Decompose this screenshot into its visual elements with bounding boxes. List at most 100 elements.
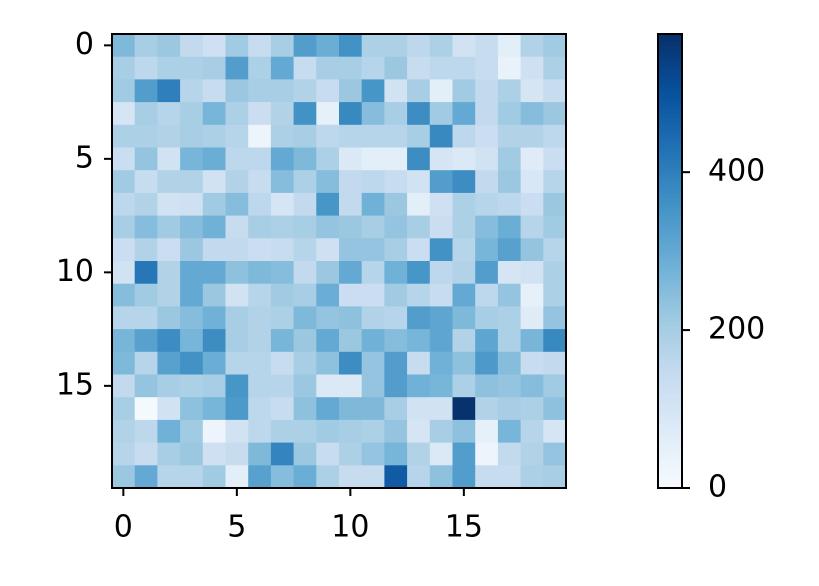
- heatmap-cell: [361, 79, 385, 103]
- heatmap-cell: [407, 465, 431, 489]
- heatmap-cell: [361, 465, 385, 489]
- heatmap-cell: [339, 147, 363, 171]
- heatmap-cell: [361, 124, 385, 148]
- heatmap-cell: [180, 351, 204, 375]
- heatmap-cell: [134, 442, 158, 466]
- colorbar-segment: [658, 230, 682, 236]
- heatmap-cell: [225, 374, 249, 398]
- heatmap-cell: [270, 397, 295, 421]
- heatmap-cell: [520, 442, 544, 466]
- heatmap-cell: [407, 215, 431, 239]
- heatmap-cell: [520, 419, 544, 444]
- colorbar-segment: [658, 298, 682, 304]
- colorbar-segment: [658, 272, 682, 277]
- heatmap-cell: [180, 465, 204, 489]
- heatmap-cell: [270, 261, 295, 285]
- heatmap-cell: [543, 306, 567, 330]
- colorbar-segment: [658, 196, 682, 202]
- heatmap-cell: [384, 374, 408, 398]
- heatmap-cell: [316, 374, 340, 398]
- colorbar-segment: [658, 261, 682, 266]
- colorbar-segment: [658, 344, 682, 349]
- colorbar-segment: [658, 34, 682, 39]
- heatmap-cell: [520, 102, 544, 126]
- heatmap-cell: [293, 351, 317, 375]
- heatmap-cell: [157, 442, 181, 466]
- heatmap-cell: [225, 261, 249, 285]
- heatmap-cell: [475, 419, 499, 444]
- heatmap-cell: [270, 442, 295, 466]
- heatmap-cell: [361, 192, 385, 217]
- heatmap-cell: [248, 261, 272, 285]
- heatmap-cell: [429, 102, 453, 126]
- heatmap-cell: [407, 170, 431, 194]
- heatmap-cell: [452, 374, 476, 398]
- heatmap-cell: [293, 283, 317, 307]
- heatmap-cell: [248, 238, 272, 262]
- heatmap-cell: [520, 34, 544, 58]
- heatmap-cell: [429, 374, 453, 398]
- heatmap-cell: [112, 419, 136, 444]
- colorbar-segment: [658, 435, 682, 440]
- heatmap-cell: [134, 374, 158, 398]
- heatmap-cell: [202, 397, 226, 421]
- heatmap-cell: [134, 261, 158, 285]
- heatmap-cell: [316, 34, 340, 58]
- heatmap-cell: [361, 147, 385, 171]
- heatmap-cell: [112, 283, 136, 307]
- heatmap-cell: [339, 56, 363, 80]
- heatmap-cell: [361, 397, 385, 421]
- colorbar-segment: [658, 234, 682, 239]
- colorbar-segment: [658, 113, 682, 118]
- heatmap-cell: [452, 56, 476, 80]
- heatmap-cell: [202, 102, 226, 126]
- heatmap-cell: [361, 102, 385, 126]
- colorbar-segment: [658, 442, 682, 447]
- colorbar-segment: [658, 75, 682, 80]
- colorbar-segment: [658, 416, 682, 421]
- heatmap-cell: [339, 442, 363, 466]
- heatmap-cell: [225, 238, 249, 262]
- heatmap-cell: [520, 124, 544, 148]
- heatmap-cell: [248, 442, 272, 466]
- colorbar-segment: [658, 139, 682, 145]
- heatmap-cell: [429, 306, 453, 330]
- heatmap-cell: [157, 192, 181, 217]
- heatmap-cell: [202, 351, 226, 375]
- heatmap-cell: [225, 56, 249, 80]
- heatmap-cell: [316, 261, 340, 285]
- heatmap-cell: [497, 192, 522, 217]
- heatmap-cell: [475, 374, 499, 398]
- heatmap-cell: [407, 419, 431, 444]
- heatmap-cell: [112, 465, 136, 489]
- colorbar-segment: [658, 325, 682, 330]
- heatmap-cell: [384, 192, 408, 217]
- colorbar-segment: [658, 64, 682, 69]
- heatmap-cell: [202, 124, 226, 148]
- x-tick-label: 0: [114, 510, 133, 545]
- heatmap-cell: [429, 147, 453, 171]
- heatmap-cell: [384, 283, 408, 307]
- heatmap-cell: [202, 238, 226, 262]
- heatmap-cell: [134, 283, 158, 307]
- colorbar-segment: [658, 321, 682, 326]
- heatmap-cell: [225, 147, 249, 171]
- heatmap-cell: [270, 102, 295, 126]
- colorbar-segment: [658, 355, 682, 360]
- heatmap-cell: [270, 56, 295, 80]
- heatmap-cell: [248, 397, 272, 421]
- heatmap-cell: [202, 215, 226, 239]
- heatmap-cell: [157, 374, 181, 398]
- heatmap-cell: [543, 238, 567, 262]
- x-tick-label: 10: [331, 510, 369, 545]
- colorbar-segment: [658, 181, 682, 186]
- colorbar-segment: [658, 363, 682, 368]
- colorbar-frame: [657, 33, 683, 489]
- heatmap-cell: [475, 261, 499, 285]
- colorbar-segment: [658, 385, 682, 391]
- heatmap-cell: [157, 283, 181, 307]
- heatmap-cell: [339, 124, 363, 148]
- heatmap-cell: [497, 238, 522, 262]
- heatmap-cell: [112, 351, 136, 375]
- heatmap-cell: [134, 34, 158, 58]
